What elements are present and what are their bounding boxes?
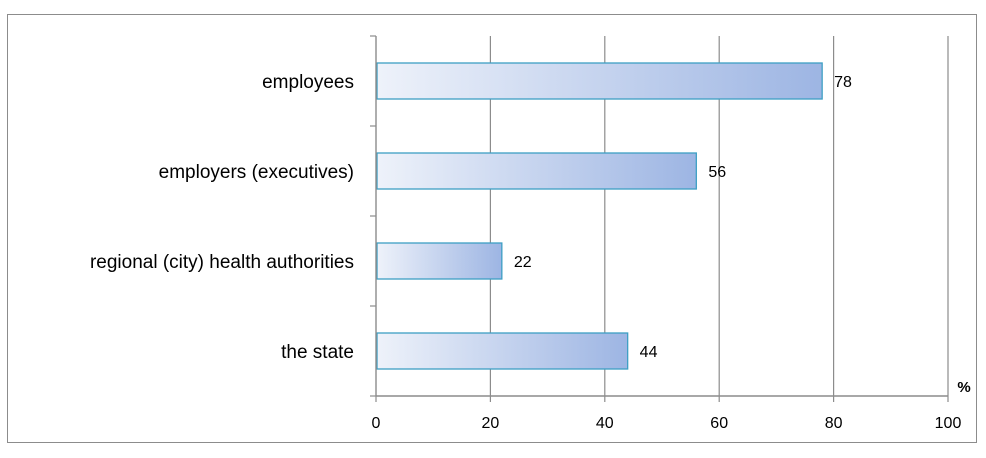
x-tick-label-40: 40 <box>596 415 614 432</box>
axes <box>370 35 949 402</box>
data-label-0: 78 <box>834 74 852 91</box>
x-tick-label-100: 100 <box>935 415 962 432</box>
x-tick-label-80: 80 <box>825 415 843 432</box>
category-label-1: employers (executives) <box>159 162 354 183</box>
bar-0 <box>376 62 823 100</box>
category-label-2: regional (city) health authorities <box>90 252 354 273</box>
x-tick-label-0: 0 <box>372 415 381 432</box>
category-label-3: the state <box>281 342 354 363</box>
data-label-3: 44 <box>640 344 658 361</box>
labels: 0 20 40 60 80 100 78 employees 56 employers (exec… <box>90 72 971 432</box>
data-label-2: 22 <box>514 254 532 271</box>
bar-1 <box>376 152 697 190</box>
x-tick-label-20: 20 <box>482 415 500 432</box>
bar-2 <box>376 242 503 280</box>
category-label-0: employees <box>262 72 354 93</box>
bars <box>376 62 823 370</box>
bar-3 <box>376 332 629 370</box>
data-label-1: 56 <box>708 164 726 181</box>
x-unit-label: % <box>957 379 970 396</box>
x-tick-label-60: 60 <box>710 415 728 432</box>
